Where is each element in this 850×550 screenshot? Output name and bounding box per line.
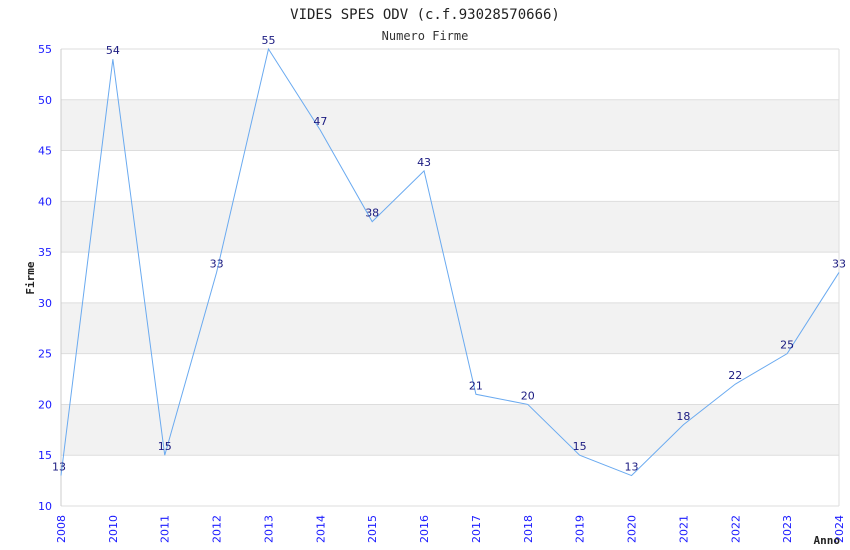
- x-tick-label: 2022: [729, 515, 742, 543]
- data-label: 25: [780, 339, 794, 352]
- x-tick-label: 2012: [211, 515, 224, 543]
- data-label: 38: [365, 207, 379, 220]
- data-label: 21: [469, 379, 483, 392]
- grid-band: [61, 201, 839, 253]
- x-tick-label: 2017: [470, 515, 483, 543]
- y-tick-label: 25: [38, 348, 52, 361]
- x-tick-label: 2011: [159, 515, 172, 543]
- y-tick-label: 45: [38, 145, 52, 158]
- data-label: 15: [158, 440, 172, 453]
- data-label: 13: [625, 461, 639, 474]
- x-tick-label: 2014: [314, 515, 327, 543]
- y-tick-label: 50: [38, 94, 52, 107]
- data-label: 13: [52, 461, 66, 474]
- x-tick-label: 2018: [522, 515, 535, 543]
- chart-subtitle: Numero Firme: [382, 29, 469, 43]
- x-tick-label: 2008: [55, 515, 68, 543]
- data-label: 33: [210, 257, 224, 270]
- x-tick-label: 2013: [262, 515, 275, 543]
- y-axis-label: Firme: [24, 261, 37, 294]
- x-tick-label: 2024: [833, 515, 846, 543]
- grid-band: [61, 99, 839, 151]
- grid-band: [61, 302, 839, 354]
- x-tick-label: 2023: [781, 515, 794, 543]
- y-tick-label: 10: [38, 500, 52, 513]
- series-line: [60, 47, 840, 477]
- y-tick-label: 40: [38, 195, 52, 208]
- data-label: 55: [261, 34, 275, 47]
- data-label: 33: [832, 257, 846, 270]
- y-tick-label: 15: [38, 449, 52, 462]
- x-tick-label: 2019: [574, 515, 587, 543]
- x-axis-label: Anno: [814, 534, 841, 547]
- chart-title: VIDES SPES ODV (c.f.93028570666): [290, 7, 560, 23]
- y-tick-label: 20: [38, 398, 52, 411]
- x-tick-label: 2010: [107, 515, 120, 543]
- data-label: 20: [521, 389, 535, 402]
- grid-band: [61, 404, 839, 456]
- data-label: 15: [573, 440, 587, 453]
- y-tick-label: 30: [38, 297, 52, 310]
- data-label: 43: [417, 156, 431, 169]
- x-tick-label: 2020: [626, 515, 639, 543]
- x-tick-label: 2015: [366, 515, 379, 543]
- data-label: 18: [676, 410, 690, 423]
- data-label: 22: [728, 369, 742, 382]
- data-label: 54: [106, 44, 120, 57]
- x-tick-label: 2021: [677, 515, 690, 543]
- x-tick-label: 2016: [418, 515, 431, 543]
- y-tick-label: 55: [38, 43, 52, 56]
- y-tick-label: 35: [38, 246, 52, 259]
- data-label: 47: [313, 115, 327, 128]
